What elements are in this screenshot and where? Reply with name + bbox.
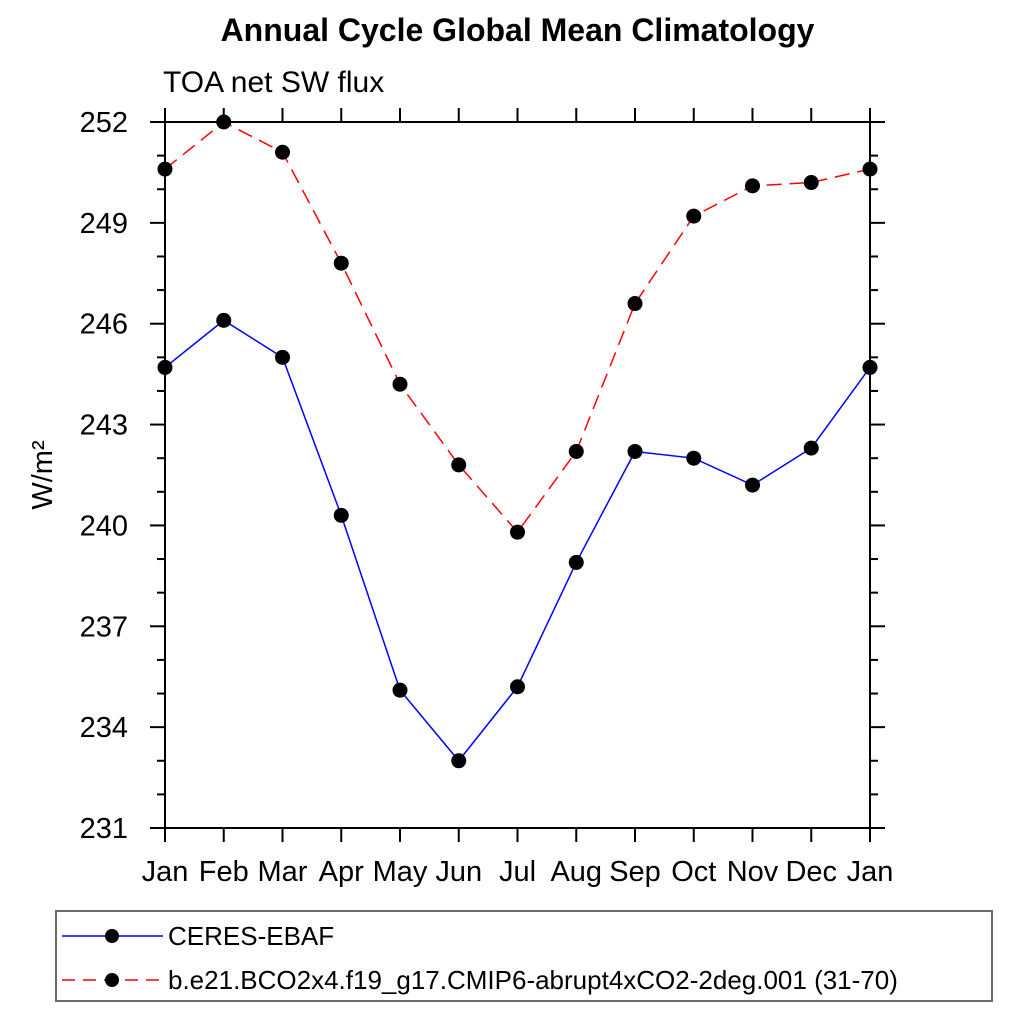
legend-item-model: b.e21.BCO2x4.f19_g17.CMIP6-abrupt4xCO2-2… <box>57 958 991 1002</box>
data-point-marker <box>451 753 467 769</box>
x-tick-label: Aug <box>550 856 602 888</box>
legend-item-ceres: CERES-EBAF <box>57 914 991 958</box>
data-point-marker <box>803 440 819 456</box>
data-point-marker <box>275 349 290 365</box>
x-tick-label: Apr <box>319 856 364 888</box>
data-point-marker <box>157 359 173 375</box>
data-point-marker <box>803 175 819 191</box>
x-tick-label: Sep <box>609 856 661 888</box>
x-tick-label: May <box>373 856 428 888</box>
data-point-marker <box>216 312 232 328</box>
chart-subtitle: TOA net SW flux <box>163 66 385 99</box>
data-point-marker <box>451 457 467 473</box>
data-point-marker <box>568 554 584 570</box>
x-tick-label: Jun <box>435 856 482 888</box>
series-line-solid <box>164 319 871 762</box>
data-point-marker <box>275 144 290 160</box>
chart-title: Annual Cycle Global Mean Climatology <box>220 12 815 48</box>
x-tick-label: Dec <box>785 856 837 888</box>
x-tick-label: Feb <box>199 856 249 888</box>
data-point-marker <box>510 524 525 540</box>
x-tick-label: Mar <box>258 856 308 888</box>
y-tick-label: 234 <box>80 712 128 744</box>
series-line-dashed <box>164 121 871 534</box>
y-tick-label: 243 <box>80 410 128 442</box>
data-point-marker <box>392 682 408 698</box>
data-point-marker <box>686 208 702 224</box>
data-point-marker <box>157 161 173 177</box>
data-point-marker <box>686 450 702 466</box>
plot-frame <box>164 121 871 829</box>
data-point-marker <box>333 507 349 523</box>
legend-key-solid-line-icon <box>62 929 163 943</box>
y-tick-label: 237 <box>80 611 128 643</box>
data-point-marker <box>333 255 349 271</box>
x-tick-label: Oct <box>671 856 716 888</box>
data-point-marker <box>627 443 643 459</box>
data-point-marker <box>216 114 232 130</box>
y-tick-label: 240 <box>80 510 128 542</box>
data-point-marker <box>862 359 878 375</box>
x-tick-label: Jan <box>142 856 189 888</box>
y-tick-label: 246 <box>80 309 128 341</box>
data-point-marker <box>510 679 525 695</box>
x-tick-label: Nov <box>727 856 779 888</box>
data-point-marker <box>862 161 878 177</box>
data-point-marker <box>745 178 760 194</box>
legend-box: CERES-EBAF b.e21.BCO2x4.f19_g17.CMIP6-ab… <box>55 910 993 1002</box>
y-axis-label: W/m² <box>27 440 59 510</box>
data-point-marker <box>568 443 584 459</box>
x-tick-label: Jul <box>499 856 536 888</box>
data-point-marker <box>627 296 643 312</box>
data-point-marker <box>392 376 408 392</box>
data-point-marker <box>745 477 760 493</box>
y-tick-label: 249 <box>80 208 128 240</box>
y-tick-label: 231 <box>80 813 128 845</box>
x-tick-label: Jan <box>847 856 894 888</box>
legend-label-model: b.e21.BCO2x4.f19_g17.CMIP6-abrupt4xCO2-2… <box>168 964 898 995</box>
y-tick-label: 252 <box>80 107 128 139</box>
legend-key-dashed-line-icon <box>62 973 163 987</box>
legend-label-ceres: CERES-EBAF <box>168 920 335 951</box>
